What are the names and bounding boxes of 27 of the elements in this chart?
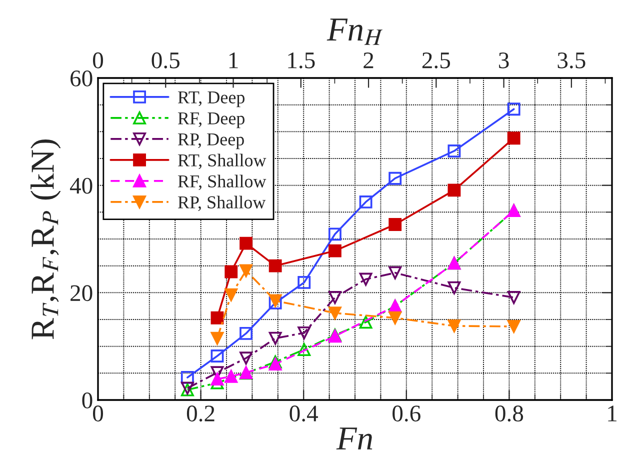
x-tick-label: 0.6 bbox=[392, 406, 420, 422]
legend-label: RP, Deep bbox=[178, 133, 244, 150]
x2-tick-label: 1 bbox=[229, 52, 238, 68]
legend-label: RT, Deep bbox=[178, 91, 245, 108]
y-tick-label: 60 bbox=[70, 70, 92, 86]
x-axis-title: Fn bbox=[336, 428, 372, 450]
x2-tick-label: 0 bbox=[92, 52, 104, 68]
x2-tick-label: 1.5 bbox=[288, 52, 315, 68]
legend-label: RT, Shallow bbox=[178, 154, 266, 170]
x2-tick-label: 2.5 bbox=[422, 52, 450, 68]
x-tick-label: 0.8 bbox=[495, 406, 524, 422]
x-tick-label: 1 bbox=[608, 406, 616, 422]
y-tick-label: 20 bbox=[70, 285, 92, 302]
legend-label: RF, Shallow bbox=[178, 174, 266, 190]
x2-tick-label: 2 bbox=[364, 52, 374, 68]
x-tick-label: 0.2 bbox=[186, 406, 214, 422]
y-axis-title: R$_{T}$,R$_{F}$,R$_{P}$ (kN) bbox=[30, 140, 61, 340]
legend-label: RF, Deep bbox=[178, 112, 244, 128]
x2-tick-label: 0.5 bbox=[152, 52, 180, 68]
x2-tick-label: 3 bbox=[499, 52, 509, 68]
y-tick-label: 40 bbox=[70, 178, 92, 194]
x2-tick-label: 3.5 bbox=[558, 52, 586, 68]
x-tick-label: 0 bbox=[92, 406, 104, 422]
x-tick-label: 0.4 bbox=[290, 406, 318, 422]
legend-label: RP, Shallow bbox=[178, 196, 266, 212]
x2-axis-title: Fn$_{H}$ bbox=[326, 18, 382, 45]
y-tick-label: 0 bbox=[82, 392, 92, 408]
